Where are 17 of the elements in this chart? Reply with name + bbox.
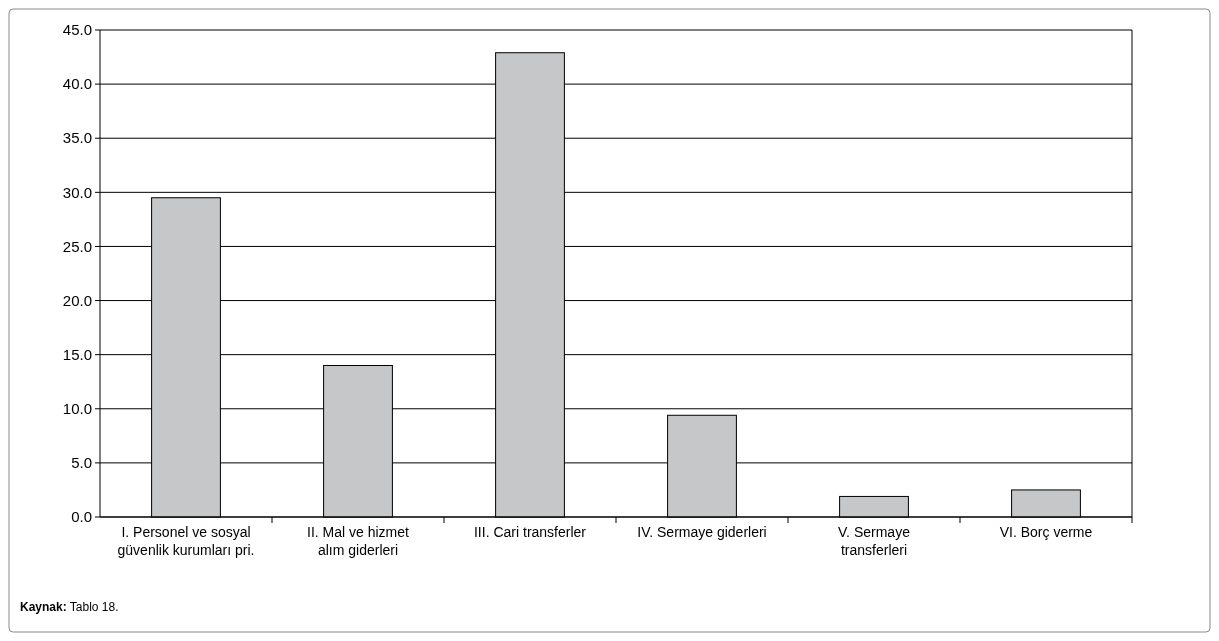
y-tick-label: 45.0 [62,21,92,39]
y-tick-label: 0.0 [71,508,92,526]
text: Kaynak: Tablo 18. [20,600,119,614]
y-tick-label: 20.0 [62,291,92,309]
x-tick-label: I. Personel ve sosyal güvenlik kurumları pri. [117,524,255,558]
y-tick-label: 15.0 [62,345,92,363]
x-tick-label: VI. Borç verme [999,524,1093,540]
y-tick-label: 25.0 [62,237,92,255]
x-tick-label: V. Sermaye transferleri [838,524,911,558]
y-tick-label: 5.0 [71,454,92,472]
y-tick-label: 10.0 [62,400,92,418]
y-tick-label: 35.0 [62,129,92,147]
y-tick-label: 40.0 [62,75,92,93]
x-tick-label: IV. Sermaye giderleri [637,524,767,540]
x-tick-label: III. Cari transferler [473,524,587,540]
y-tick-label: 30.0 [62,183,92,201]
x-tick-label: II. Mal ve hizmet alım giderleri [307,524,410,558]
